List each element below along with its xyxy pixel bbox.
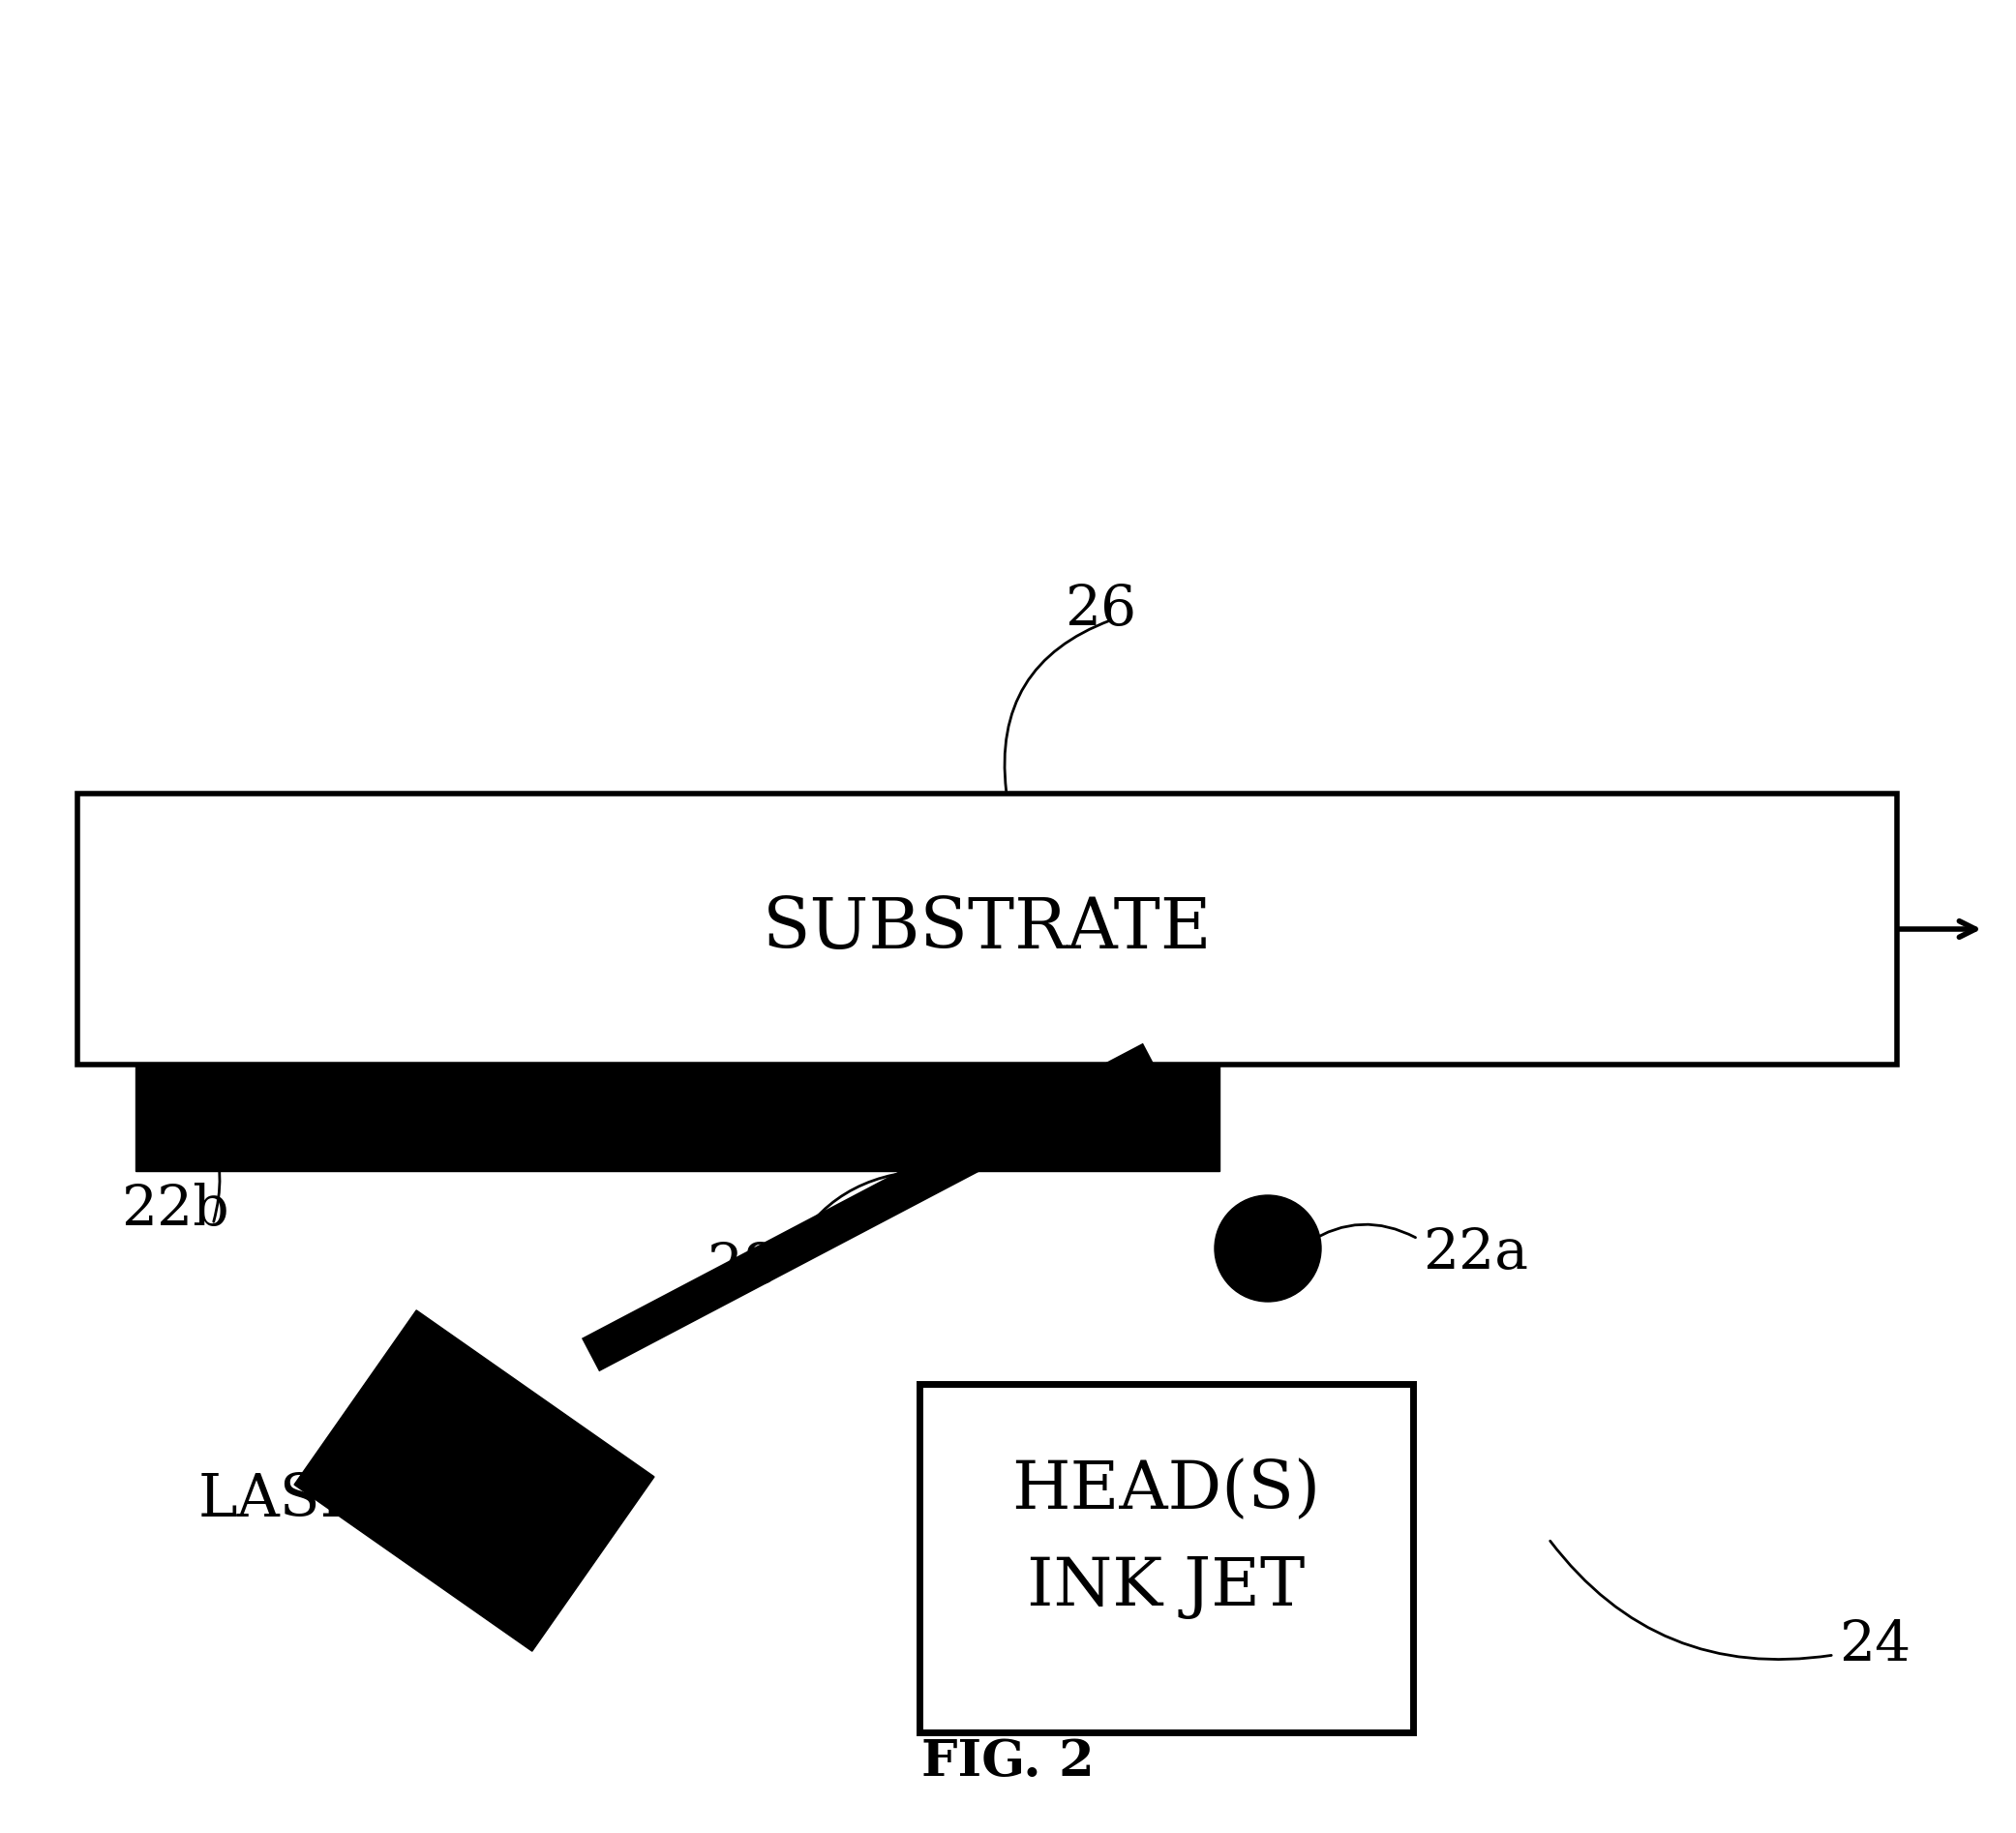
Text: SUBSTRATE: SUBSTRATE xyxy=(762,895,1212,962)
Text: 22b: 22b xyxy=(121,1182,230,1237)
Bar xyxy=(135,1065,1220,1171)
Text: HEAD(S): HEAD(S) xyxy=(1012,1459,1320,1523)
Text: 22a: 22a xyxy=(1423,1226,1528,1281)
Bar xyxy=(77,794,1897,1065)
Text: 28: 28 xyxy=(706,1241,778,1294)
Polygon shape xyxy=(294,1311,655,1652)
Bar xyxy=(919,1384,1413,1732)
Text: INK JET: INK JET xyxy=(1028,1554,1304,1619)
Text: LASER: LASER xyxy=(198,1472,409,1529)
Circle shape xyxy=(1214,1195,1320,1301)
Text: 26: 26 xyxy=(1064,583,1137,636)
Text: FIG. 2: FIG. 2 xyxy=(921,1736,1095,1785)
Text: 24: 24 xyxy=(1839,1619,1911,1672)
